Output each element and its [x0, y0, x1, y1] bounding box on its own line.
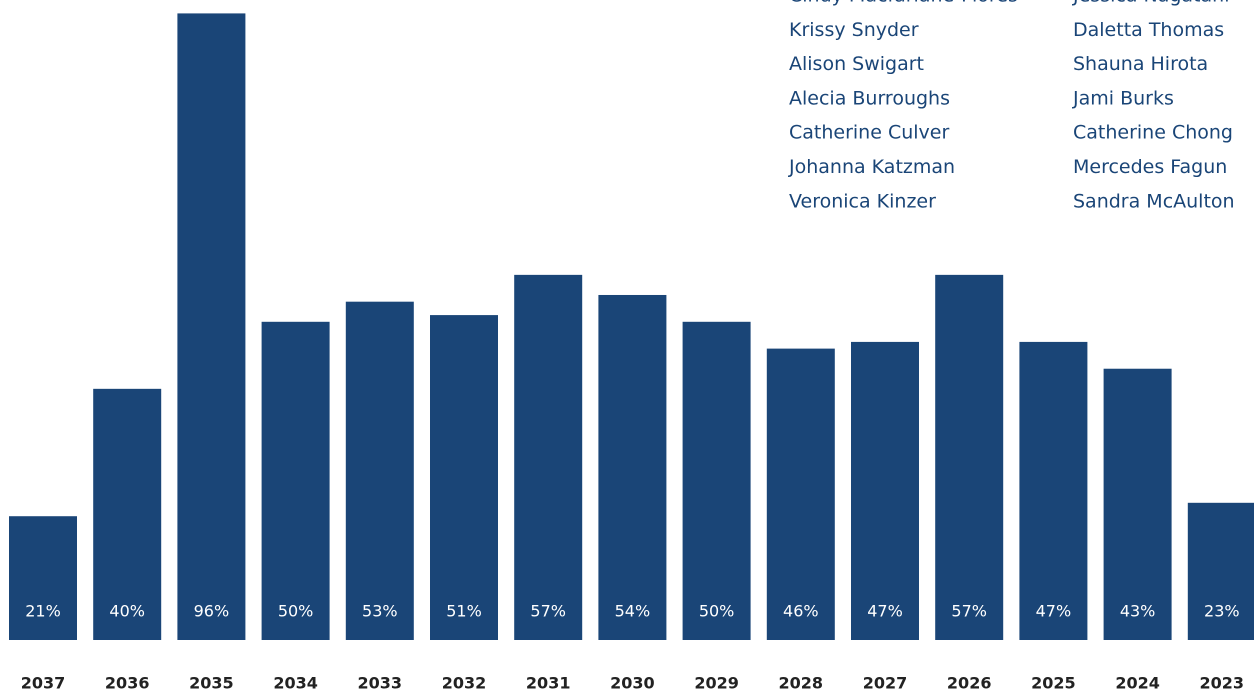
value-label: 43% [1120, 602, 1156, 621]
bar [430, 315, 498, 640]
name: Daletta Thomas [1073, 19, 1224, 41]
value-label: 57% [951, 602, 987, 621]
name: Krissy Snyder [789, 19, 919, 41]
bar [177, 13, 246, 641]
bar [9, 516, 77, 640]
x-tick-label: 2026 [947, 674, 992, 692]
x-tick-label: 2023 [1200, 674, 1245, 692]
value-label: 51% [446, 602, 482, 621]
value-label: 54% [615, 602, 651, 621]
value-label: 47% [867, 602, 903, 621]
name: Alecia Burroughs [789, 87, 950, 109]
x-tick-label: 2024 [1115, 674, 1160, 692]
value-label: 21% [25, 602, 61, 621]
bar [1187, 502, 1254, 640]
x-tick-label: 2028 [779, 674, 824, 692]
x-tick-label: 2030 [610, 674, 655, 692]
bar [1103, 368, 1172, 640]
value-label: 96% [194, 602, 230, 621]
bar [514, 274, 583, 640]
bar [1019, 341, 1088, 640]
name: Veronica Kinzer [789, 190, 936, 212]
name: Shauna Hirota [1073, 53, 1208, 75]
value-label: 47% [1036, 602, 1072, 621]
value-label: 57% [530, 602, 566, 621]
name: Cindy Macfarlane-Flores [789, 0, 1018, 7]
bar [345, 301, 414, 640]
value-label: 50% [278, 602, 314, 621]
name: Jessica Nagatani [1072, 0, 1229, 7]
name: Catherine Culver [789, 122, 949, 144]
bar [851, 341, 919, 640]
name: Mercedes Fagun [1073, 156, 1227, 178]
value-label: 46% [783, 602, 819, 621]
value-label: 40% [109, 602, 145, 621]
name: Johanna Katzman [788, 156, 955, 178]
bar [935, 274, 1004, 640]
x-tick-label: 2037 [21, 674, 66, 692]
name: Jami Burks [1072, 87, 1174, 109]
bar [766, 348, 835, 640]
x-tick-label: 2032 [442, 674, 487, 692]
x-tick-label: 2029 [694, 674, 739, 692]
value-label: 53% [362, 602, 398, 621]
name: Catherine Chong [1073, 122, 1233, 144]
bar [682, 321, 751, 640]
bar [261, 321, 330, 640]
value-label: 23% [1204, 602, 1240, 621]
x-tick-label: 2035 [189, 674, 234, 692]
x-tick-label: 2025 [1031, 674, 1076, 692]
bar [598, 294, 667, 640]
x-tick-label: 2031 [526, 674, 571, 692]
value-label: 50% [699, 602, 735, 621]
x-tick-label: 2036 [105, 674, 150, 692]
x-tick-label: 2027 [863, 674, 908, 692]
x-tick-label: 2033 [358, 674, 403, 692]
name: Alison Swigart [789, 53, 924, 75]
name: Sandra McAulton [1073, 190, 1235, 212]
x-tick-label: 2034 [273, 674, 318, 692]
bar [93, 388, 162, 640]
